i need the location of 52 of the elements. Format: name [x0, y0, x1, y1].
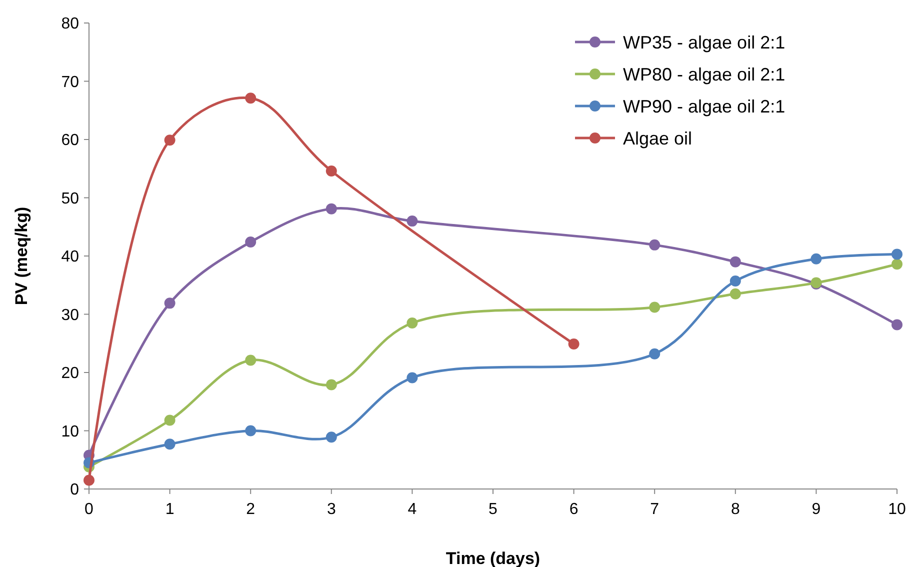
point	[568, 338, 580, 350]
x-tick-label: 5	[488, 501, 498, 518]
y-axis-title: PV (meq/kg)	[12, 206, 31, 306]
x-tick-label: 7	[650, 501, 660, 518]
y-tick-label: 80	[61, 16, 80, 33]
point	[892, 319, 902, 330]
x-tick-label: 2	[246, 501, 256, 518]
x-tick-label: 10	[888, 501, 906, 518]
point	[164, 134, 176, 146]
x-tick-label: 6	[569, 501, 578, 518]
y-tick-label: 50	[61, 190, 80, 208]
y-tick-label: 70	[61, 74, 80, 91]
x-tick-label: 0	[84, 501, 94, 518]
point	[245, 236, 256, 248]
point	[406, 372, 418, 384]
point	[164, 438, 176, 450]
point	[84, 474, 94, 486]
point	[245, 354, 256, 366]
point	[326, 165, 337, 176]
legend-label: WP35 - algae oil 2:1	[623, 32, 786, 52]
point	[730, 276, 741, 287]
legend-label: Algae oil	[623, 128, 692, 148]
point	[245, 92, 256, 104]
point	[164, 298, 176, 309]
point	[649, 302, 660, 313]
x-tick-label: 4	[408, 501, 417, 518]
y-tick-label: 20	[61, 365, 80, 382]
point	[406, 317, 418, 328]
point	[810, 253, 822, 264]
legend-label: WP90 - algae oil 2:1	[623, 96, 786, 116]
point	[730, 256, 741, 268]
y-tick-label: 30	[61, 306, 80, 324]
point	[649, 348, 660, 360]
y-tick-label: 60	[61, 132, 80, 150]
y-tick-label: 0	[70, 482, 80, 499]
legend-label: WP80 - algae oil 2:1	[623, 64, 786, 84]
point	[730, 288, 741, 300]
point	[164, 414, 176, 426]
point	[406, 216, 418, 227]
point	[326, 432, 337, 443]
x-tick-label: 1	[165, 501, 174, 518]
point	[892, 248, 902, 260]
point	[245, 425, 256, 436]
x-tick-label: 8	[730, 501, 740, 518]
x-tick-label: 9	[812, 501, 821, 518]
y-tick-label: 10	[61, 423, 80, 440]
x-tick-label: 3	[326, 501, 336, 518]
point	[649, 239, 660, 250]
point	[326, 379, 337, 390]
point	[892, 258, 902, 270]
y-tick-label: 40	[61, 248, 80, 266]
point	[326, 203, 337, 214]
